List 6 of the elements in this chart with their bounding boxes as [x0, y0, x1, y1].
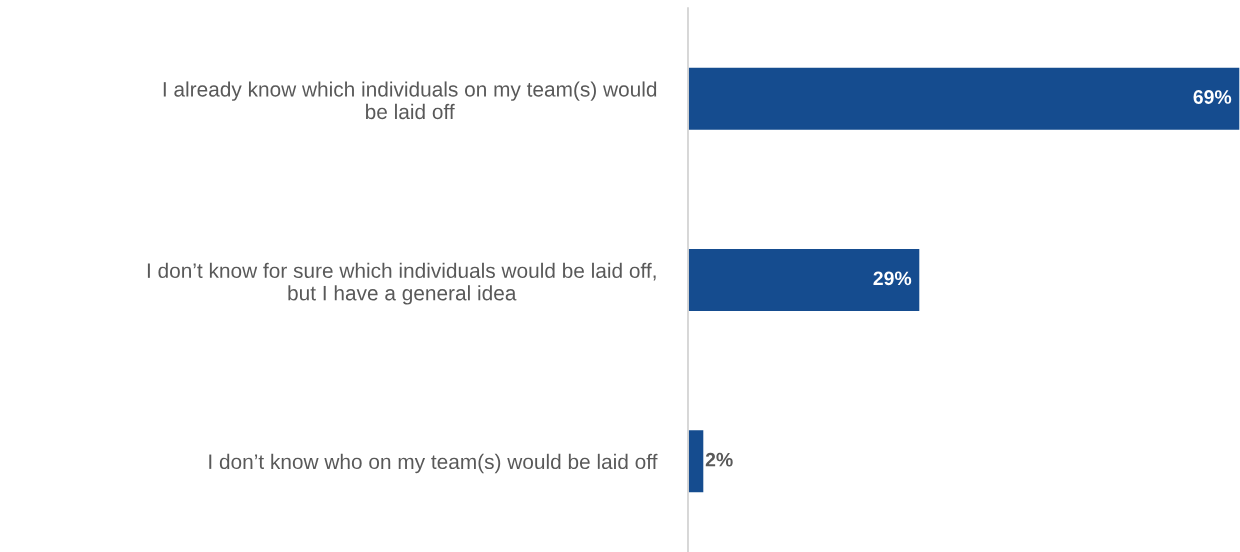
y-tick-label: I don’t know who on my team(s) would be laid off — [209, 453, 658, 474]
y-tick-label: I already know which individuals on my team(s) would be laid off — [163, 81, 657, 120]
data-label: 29% — [873, 271, 912, 286]
y-tick-label: I don’t know for sure which individuals would be laid off, but I have a general idea — [147, 262, 656, 305]
data-label: 2% — [705, 452, 733, 467]
data-label: 69% — [1193, 90, 1232, 104]
